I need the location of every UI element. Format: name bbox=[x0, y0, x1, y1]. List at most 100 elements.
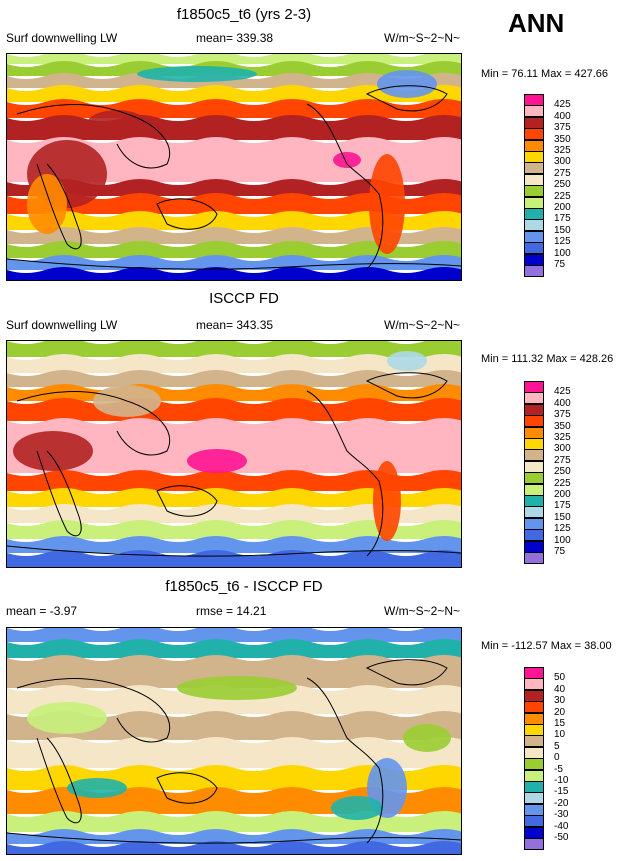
colorbar-box bbox=[524, 724, 544, 736]
colorbar-label: 50 bbox=[554, 672, 566, 684]
colorbar-label: 375 bbox=[554, 122, 571, 134]
panel-2-title: ISCCP FD bbox=[209, 290, 279, 307]
coastline bbox=[16, 104, 171, 169]
panel-1-colorbar: 425 400 375 350 325 300 275 250 225 200 175 150 125 1… bbox=[524, 94, 584, 277]
colorbar-label: 200 bbox=[554, 202, 571, 213]
colorbar-label: 150 bbox=[554, 224, 571, 236]
colorbar-box bbox=[524, 392, 544, 405]
panel-1-minmax: Min = 76.11 Max = 427.66 bbox=[481, 68, 608, 80]
colorbar-label: 425 bbox=[554, 99, 571, 111]
map-band bbox=[7, 137, 461, 182]
colorbar-label: 275 bbox=[554, 454, 571, 466]
coastline bbox=[365, 659, 448, 686]
colorbar-label: 400 bbox=[554, 397, 571, 409]
colorbar-label: 10 bbox=[554, 729, 566, 741]
colorbar-label: 150 bbox=[554, 511, 571, 523]
map-region bbox=[187, 449, 247, 473]
coastline bbox=[7, 832, 461, 844]
colorbar-label: 300 bbox=[554, 443, 571, 455]
colorbar-box bbox=[524, 415, 544, 428]
colorbar-box bbox=[524, 253, 544, 266]
colorbar-label: 125 bbox=[554, 236, 571, 248]
colorbar-label: 5 bbox=[554, 740, 560, 752]
colorbar-label: -40 bbox=[554, 820, 569, 832]
map-band bbox=[7, 255, 461, 270]
map-region bbox=[137, 66, 257, 82]
map-band bbox=[7, 536, 461, 553]
coastline bbox=[7, 258, 461, 270]
colorbar-label: 375 bbox=[554, 409, 571, 421]
colorbar-box bbox=[524, 792, 544, 805]
colorbar-label: 0 bbox=[554, 752, 560, 764]
map-field bbox=[7, 341, 461, 567]
map-band bbox=[7, 85, 461, 102]
panel-2-left-label: Surf downwelling LW bbox=[6, 318, 118, 332]
map-region bbox=[403, 724, 451, 752]
colorbar-label: 275 bbox=[554, 167, 571, 179]
colorbar-label: 175 bbox=[554, 500, 571, 512]
map-band bbox=[7, 54, 461, 64]
panel-1-left-label: Surf downwelling LW bbox=[6, 31, 118, 45]
colorbar-box bbox=[524, 529, 544, 542]
coastline bbox=[156, 485, 218, 517]
map-region bbox=[369, 154, 405, 254]
coastline bbox=[36, 450, 82, 537]
colorbar-box bbox=[524, 517, 544, 530]
panel-2-center-label: mean= 343.35 bbox=[196, 318, 274, 332]
panel-2-colorbar: 425 400 375 350 325 300 275 250 225 200 175 150 125 1… bbox=[524, 381, 584, 564]
colorbar-label: -50 bbox=[554, 832, 569, 843]
colorbar-box bbox=[524, 803, 544, 816]
map-region bbox=[177, 676, 297, 700]
map-band bbox=[7, 504, 461, 523]
panel-2-map bbox=[6, 340, 462, 568]
coastline bbox=[16, 678, 171, 743]
colorbar-box bbox=[524, 242, 544, 255]
map-band bbox=[7, 628, 461, 642]
panel-3-center-label: rmse = 14.21 bbox=[196, 604, 267, 618]
panel-1-center-label: mean= 339.38 bbox=[196, 31, 274, 45]
colorbar-box bbox=[524, 735, 544, 748]
colorbar-label: 225 bbox=[554, 190, 571, 202]
colorbar-box bbox=[524, 815, 544, 828]
map-region bbox=[377, 70, 437, 98]
colorbar-box bbox=[524, 94, 544, 106]
colorbar-box bbox=[524, 162, 544, 175]
colorbar-box bbox=[524, 105, 544, 118]
colorbar-label: -30 bbox=[554, 809, 569, 821]
map-band bbox=[7, 711, 461, 740]
colorbar-box bbox=[524, 678, 544, 691]
colorbar-box bbox=[524, 196, 544, 209]
colorbar-box bbox=[524, 495, 544, 507]
map-region bbox=[13, 431, 93, 471]
colorbar-box bbox=[524, 449, 544, 462]
map-region bbox=[27, 702, 107, 734]
colorbar-box bbox=[524, 826, 544, 839]
coastline bbox=[36, 737, 82, 824]
colorbar-box bbox=[524, 483, 544, 496]
colorbar-box bbox=[524, 769, 544, 782]
coastline bbox=[16, 391, 171, 456]
map-region bbox=[67, 778, 127, 798]
colorbar-box bbox=[524, 667, 544, 679]
colorbar-box bbox=[524, 712, 544, 725]
map-band bbox=[7, 341, 461, 357]
map-band bbox=[7, 520, 461, 539]
panel-3-left-label: mean = -3.97 bbox=[6, 604, 78, 618]
colorbar-label: 40 bbox=[554, 683, 566, 695]
colorbar-label: 75 bbox=[554, 546, 566, 557]
map-band bbox=[7, 267, 461, 280]
season-label: ANN bbox=[508, 8, 565, 38]
colorbar-box bbox=[524, 506, 544, 519]
colorbar-label: -20 bbox=[554, 797, 569, 809]
colorbar-box bbox=[524, 438, 544, 450]
colorbar-label: 20 bbox=[554, 706, 566, 718]
colorbar-label: 325 bbox=[554, 145, 571, 156]
map-band bbox=[7, 193, 461, 214]
colorbar-label: 75 bbox=[554, 259, 566, 270]
colorbar-box bbox=[524, 781, 544, 793]
colorbar-label: 200 bbox=[554, 489, 571, 500]
map-band bbox=[7, 488, 461, 507]
colorbar-label: 125 bbox=[554, 523, 571, 535]
map-region bbox=[331, 796, 383, 820]
colorbar-box bbox=[524, 701, 544, 714]
